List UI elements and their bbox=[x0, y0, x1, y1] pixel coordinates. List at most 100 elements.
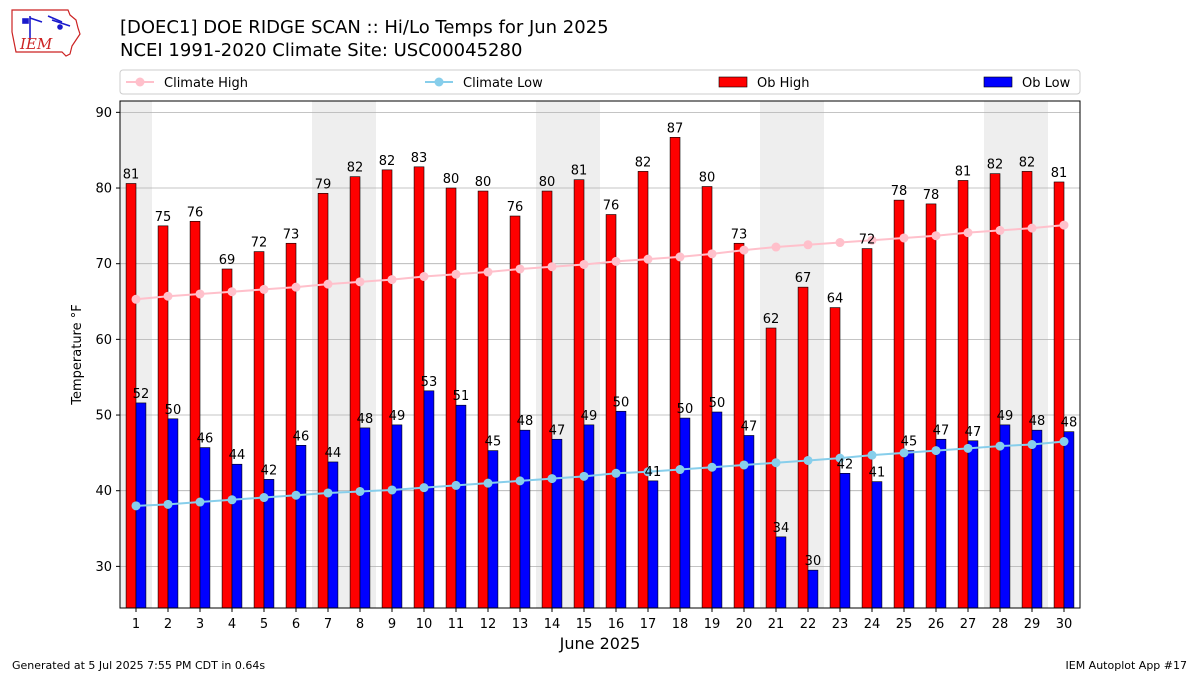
climate-low-point bbox=[387, 485, 397, 495]
x-tick-label: 10 bbox=[416, 617, 433, 632]
legend-swatch-bar bbox=[718, 76, 748, 88]
ob-high-bar bbox=[829, 307, 841, 609]
climate-low-point bbox=[291, 490, 301, 500]
climate-high-point bbox=[483, 267, 493, 277]
ob-high-bar bbox=[413, 166, 425, 609]
ob-high-label: 82 bbox=[379, 154, 396, 169]
climate-high-point bbox=[451, 269, 461, 279]
ob-high-bar bbox=[733, 242, 745, 609]
ob-low-bar bbox=[327, 461, 339, 609]
climate-high-point bbox=[419, 272, 429, 282]
ob-high-bar bbox=[1021, 171, 1033, 609]
climate-high-point bbox=[867, 235, 877, 245]
climate-low-point bbox=[611, 468, 621, 478]
ob-low-label: 47 bbox=[933, 423, 950, 438]
chart-title: [DOEC1] DOE RIDGE SCAN :: Hi/Lo Temps fo… bbox=[120, 17, 609, 38]
ob-high-label: 81 bbox=[571, 164, 588, 179]
climate-low-point bbox=[355, 486, 365, 496]
ob-high-bar bbox=[157, 225, 169, 609]
climate-low-point bbox=[739, 460, 749, 470]
climate-high-point bbox=[643, 254, 653, 264]
weekend-band bbox=[792, 101, 824, 608]
ob-low-bar bbox=[903, 450, 915, 609]
ob-high-label: 72 bbox=[859, 233, 876, 248]
climate-high-point bbox=[163, 291, 173, 301]
generated-timestamp: Generated at 5 Jul 2025 7:55 PM CDT in 0… bbox=[12, 659, 266, 672]
y-tick-label: 50 bbox=[95, 409, 112, 424]
ob-high-label: 75 bbox=[155, 210, 172, 225]
climate-low-point bbox=[579, 471, 589, 481]
climate-low-point bbox=[995, 441, 1005, 451]
ob-high-label: 80 bbox=[539, 175, 556, 190]
x-tick-label: 1 bbox=[132, 617, 140, 632]
ob-low-label: 47 bbox=[965, 425, 982, 440]
ob-high-label: 80 bbox=[443, 172, 460, 187]
climate-high-point bbox=[515, 264, 525, 274]
ob-high-label: 87 bbox=[667, 121, 684, 136]
ob-low-label: 30 bbox=[805, 554, 822, 569]
climate-high-point bbox=[291, 282, 301, 292]
ob-high-bar bbox=[317, 193, 329, 609]
climate-low-point bbox=[483, 478, 493, 488]
x-tick-label: 24 bbox=[864, 617, 881, 632]
iem-logo: IEM bbox=[11, 9, 81, 57]
ob-high-label: 78 bbox=[923, 188, 940, 203]
x-tick-label: 6 bbox=[292, 617, 300, 632]
climate-high-point bbox=[739, 245, 749, 255]
weather-station-icon bbox=[22, 15, 71, 40]
climate-high-point bbox=[835, 238, 845, 248]
ob-high-bar bbox=[253, 251, 265, 609]
ob-high-label: 62 bbox=[763, 312, 780, 327]
ob-low-label: 47 bbox=[741, 419, 758, 434]
climate-low-point bbox=[899, 448, 909, 458]
x-tick-label: 26 bbox=[928, 617, 945, 632]
ob-low-bar bbox=[551, 438, 563, 609]
ob-low-bar bbox=[807, 569, 819, 609]
y-tick-label: 80 bbox=[95, 182, 112, 197]
ob-low-bar bbox=[967, 440, 979, 609]
x-tick-label: 12 bbox=[480, 617, 497, 632]
climate-low-point bbox=[323, 488, 333, 498]
climate-low-point bbox=[963, 443, 973, 453]
ob-high-label: 80 bbox=[475, 175, 492, 190]
climate-high-point bbox=[131, 294, 141, 304]
ob-low-bar bbox=[1063, 431, 1075, 609]
x-tick-label: 18 bbox=[672, 617, 689, 632]
climate-low-point bbox=[675, 465, 685, 475]
climate-low-point bbox=[227, 495, 237, 505]
climate-high-point bbox=[1027, 223, 1037, 233]
ob-high-label: 82 bbox=[1019, 155, 1036, 170]
x-tick-label: 2 bbox=[164, 617, 172, 632]
climate-high-point bbox=[611, 256, 621, 266]
ob-low-label: 44 bbox=[229, 448, 246, 463]
ob-low-bar bbox=[167, 418, 179, 609]
ob-low-label: 48 bbox=[1061, 416, 1078, 431]
bars bbox=[125, 137, 1075, 609]
ob-high-bar bbox=[605, 214, 617, 609]
weekend-band bbox=[984, 101, 1016, 608]
climate-low-point bbox=[163, 499, 173, 509]
ob-low-label: 50 bbox=[677, 402, 694, 417]
x-tick-label: 7 bbox=[324, 617, 332, 632]
ob-high-label: 81 bbox=[123, 167, 140, 182]
ob-low-label: 45 bbox=[485, 435, 502, 450]
x-tick-label: 17 bbox=[640, 617, 657, 632]
ob-high-bar bbox=[797, 286, 809, 609]
ob-high-label: 73 bbox=[731, 227, 748, 242]
climate-low-point bbox=[1027, 440, 1037, 450]
climate-high-point bbox=[995, 225, 1005, 235]
climate-high-point bbox=[899, 233, 909, 243]
ob-low-bar bbox=[519, 429, 531, 609]
climate-high-point bbox=[1059, 220, 1069, 230]
ob-high-bar bbox=[381, 169, 393, 609]
ob-low-bar bbox=[839, 473, 851, 609]
ob-low-label: 48 bbox=[357, 412, 374, 427]
legend-swatch-bar bbox=[983, 76, 1013, 88]
ob-low-label: 42 bbox=[261, 463, 278, 478]
ob-high-label: 72 bbox=[251, 236, 268, 251]
ob-low-bar bbox=[295, 445, 307, 609]
iem-logo-text: IEM bbox=[19, 35, 53, 53]
climate-low-line bbox=[135, 440, 1065, 507]
ob-high-bar bbox=[189, 221, 201, 609]
ob-high-label: 76 bbox=[187, 205, 204, 220]
